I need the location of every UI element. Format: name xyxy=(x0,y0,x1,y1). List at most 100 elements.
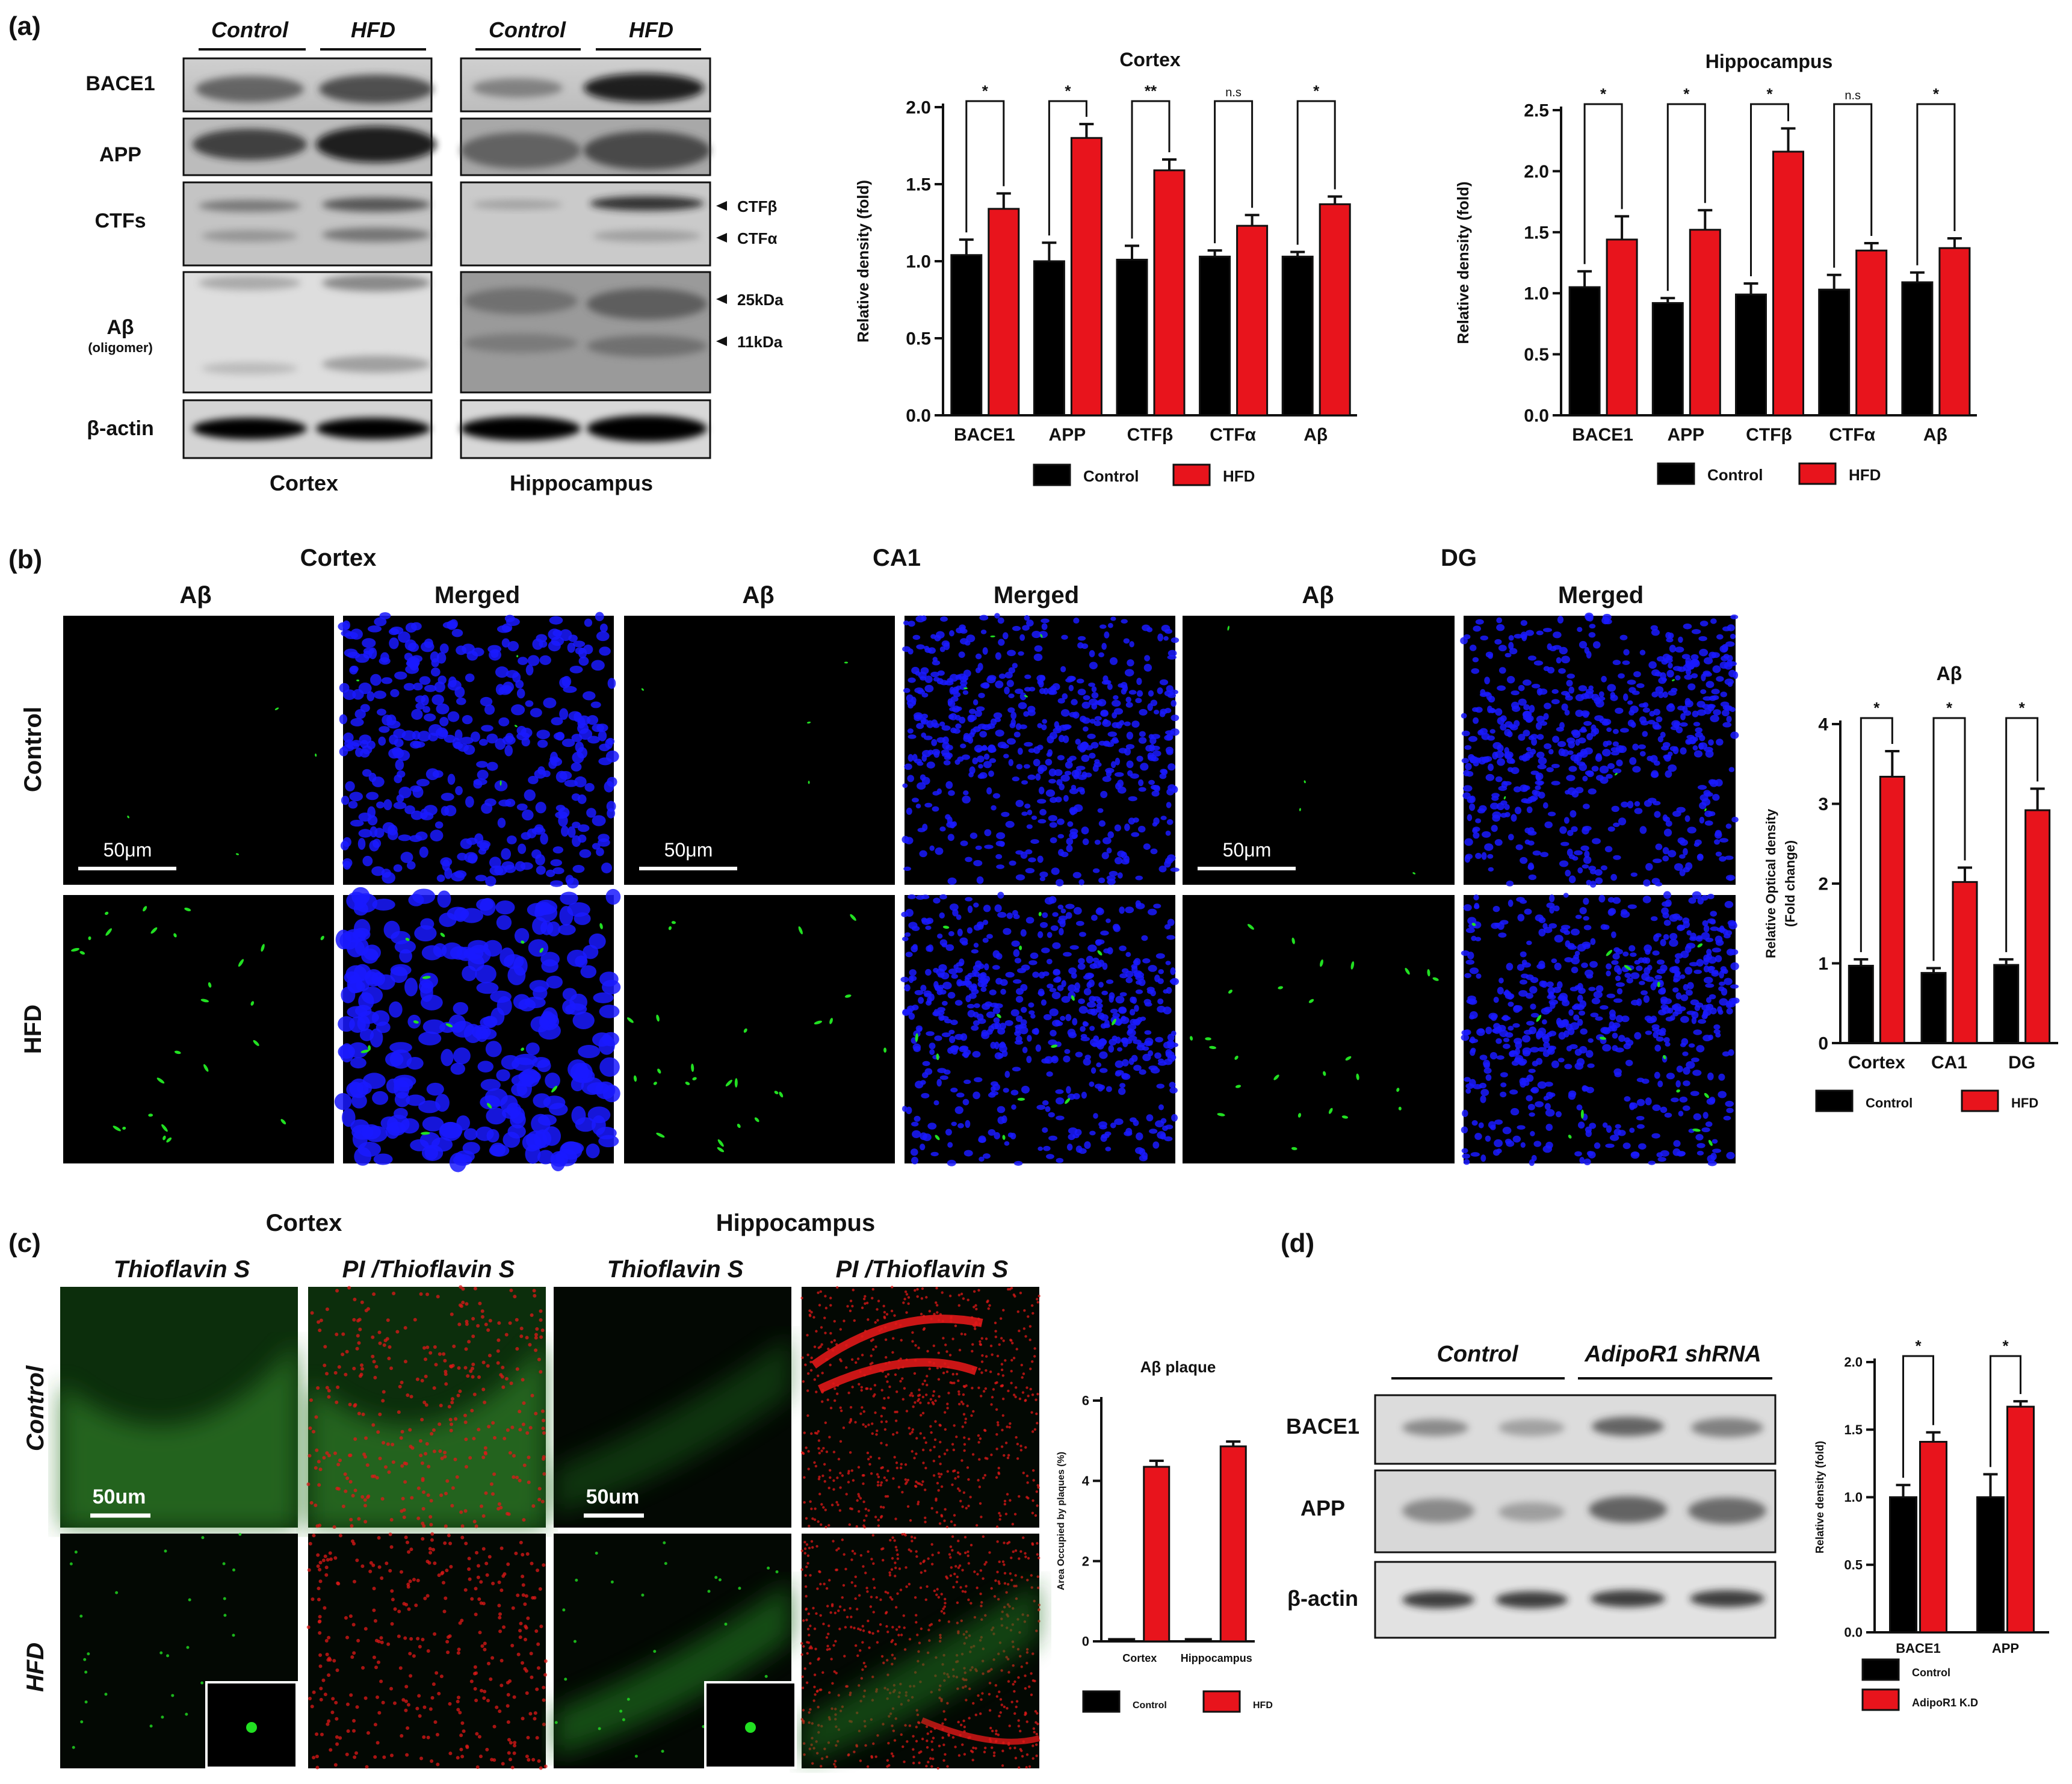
bar-control-4 xyxy=(1901,281,1934,417)
signal-spot xyxy=(685,1082,690,1085)
plaque-spot xyxy=(161,1715,164,1719)
nucleus xyxy=(1652,950,1660,956)
nucleus xyxy=(1164,924,1171,930)
pi-nucleus xyxy=(525,1336,529,1340)
plaque-spot xyxy=(159,1651,163,1655)
nucleus xyxy=(1051,991,1061,1000)
nucleus xyxy=(1537,764,1547,770)
nucleus xyxy=(1052,942,1061,949)
signal-spot xyxy=(844,994,852,998)
pi-nucleus xyxy=(523,1667,527,1671)
nucleus xyxy=(435,1094,450,1112)
nucleus xyxy=(1008,667,1015,674)
nucleus xyxy=(1654,974,1662,980)
pi-nucleus xyxy=(909,1394,912,1397)
nucleus xyxy=(1708,739,1714,746)
nucleus xyxy=(536,866,546,875)
nucleus xyxy=(478,739,488,746)
pi-nucleus xyxy=(473,1665,477,1669)
nucleus xyxy=(1166,802,1172,808)
pi-nucleus xyxy=(381,1399,385,1403)
pi-nucleus xyxy=(510,1765,515,1770)
nucleus xyxy=(569,666,583,674)
nucleus xyxy=(1045,758,1053,766)
nucleus xyxy=(1006,912,1013,919)
nucleus xyxy=(1024,742,1033,747)
nucleus xyxy=(1626,977,1633,983)
nucleus xyxy=(1557,1058,1565,1063)
nucleus xyxy=(338,622,350,631)
pi-nucleus xyxy=(402,1602,406,1606)
nucleus xyxy=(1699,621,1709,627)
pi-nucleus xyxy=(871,1287,874,1291)
pi-nucleus xyxy=(998,1518,1001,1521)
nucleus xyxy=(1666,704,1675,712)
nucleus xyxy=(904,763,912,770)
pi-nucleus xyxy=(995,1476,998,1479)
nucleus xyxy=(934,1035,942,1041)
micrograph-abeta xyxy=(1183,616,1455,885)
nucleus xyxy=(988,1129,996,1136)
nucleus xyxy=(341,796,350,805)
nucleus xyxy=(1114,856,1123,865)
nucleus xyxy=(926,761,935,769)
signal-spot xyxy=(1217,1113,1225,1117)
nucleus xyxy=(419,973,438,989)
signal-spot xyxy=(737,1123,741,1129)
pi-nucleus xyxy=(906,1505,910,1508)
nucleus xyxy=(926,945,932,952)
pi-nucleus xyxy=(1027,1395,1030,1398)
pi-nucleus xyxy=(524,1594,528,1598)
nucleus xyxy=(1710,911,1718,917)
nucleus xyxy=(1644,800,1653,807)
pi-nucleus xyxy=(318,1561,323,1565)
pi-nucleus xyxy=(895,1390,898,1393)
pi-nucleus xyxy=(481,1455,486,1460)
nucleus xyxy=(1602,1122,1608,1128)
nucleus xyxy=(996,832,1006,840)
nucleus xyxy=(1662,855,1669,862)
pi-nucleus xyxy=(850,1469,854,1472)
nucleus xyxy=(1682,705,1688,714)
nucleus xyxy=(1654,1044,1662,1052)
pi-nucleus xyxy=(407,1550,411,1554)
nucleus xyxy=(1520,1142,1526,1148)
nucleus xyxy=(1546,767,1554,773)
nucleus xyxy=(1725,1000,1733,1009)
nucleus xyxy=(1612,728,1619,734)
pi-nucleus xyxy=(433,1632,437,1636)
legend-label: HFD xyxy=(1223,467,1255,485)
nucleus xyxy=(1043,1014,1052,1020)
nucleus xyxy=(1103,948,1111,954)
pi-nucleus xyxy=(995,1432,998,1436)
nucleus xyxy=(1522,679,1532,686)
nucleus xyxy=(1080,1026,1086,1032)
nucleus xyxy=(979,731,988,738)
nucleus xyxy=(1056,1157,1064,1163)
nucleus xyxy=(1713,1024,1721,1030)
nucleus xyxy=(1091,686,1097,693)
pi-nucleus xyxy=(503,1437,507,1441)
nucleus xyxy=(410,1139,429,1151)
blot-a-region-cortex: Cortex xyxy=(270,471,338,495)
pi-nucleus xyxy=(529,1652,533,1656)
pi-nucleus xyxy=(824,1307,828,1310)
nucleus xyxy=(1093,720,1101,726)
pi-nucleus xyxy=(461,1300,465,1304)
nucleus xyxy=(929,1042,936,1050)
plaque-spot xyxy=(575,1578,578,1582)
signal-spot xyxy=(162,1135,166,1141)
nucleus xyxy=(945,745,953,751)
pi-nucleus xyxy=(525,1431,530,1435)
nucleus xyxy=(1575,914,1582,919)
pi-nucleus xyxy=(335,1400,339,1404)
pi-nucleus xyxy=(833,1399,837,1402)
nucleus xyxy=(1693,1029,1702,1035)
nucleus xyxy=(1112,699,1121,707)
pi-nucleus xyxy=(833,1319,836,1323)
nucleus xyxy=(1600,865,1607,871)
blot-a-row-ctfs: CTFs xyxy=(95,209,146,232)
pi-nucleus xyxy=(418,1644,422,1649)
nucleus xyxy=(1668,764,1677,772)
pi-nucleus xyxy=(953,1469,956,1472)
